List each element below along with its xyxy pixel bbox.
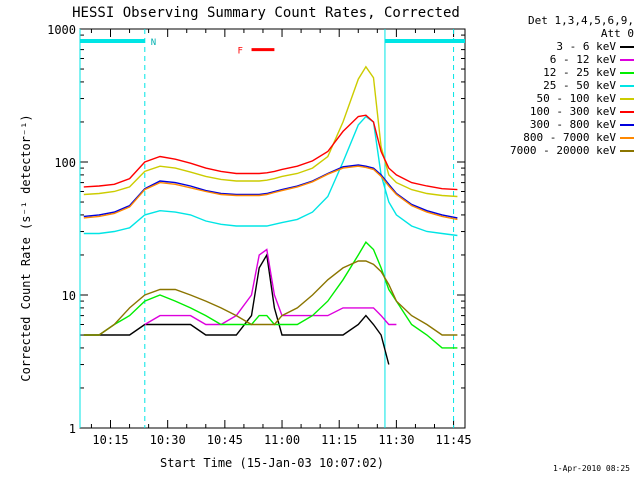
series-line-12-25-kev: [83, 240, 458, 349]
legend-label: 100 - 300 keV: [529, 105, 616, 118]
y-tick-label: 100: [54, 156, 76, 170]
legend-swatch: [620, 84, 634, 87]
night-label: N: [151, 38, 156, 48]
legend-label: 6 - 12 keV: [549, 53, 616, 66]
legend-rows: 3 - 6 keV 6 - 12 keV 12 - 25 keV 25 - 50 ke…: [474, 40, 634, 157]
timestamp: 1-Apr-2010 08:25: [552, 464, 630, 473]
legend-label: 12 - 25 keV: [543, 66, 616, 79]
x-axis-label: Start Time (15-Jan-03 10:07:02): [160, 456, 384, 470]
legend-entry: 300 - 800 keV: [474, 118, 634, 131]
legend-label: 7000 - 20000 keV: [510, 144, 616, 157]
series-line-25-50-kev: [83, 115, 458, 237]
plot-marks: NF: [79, 29, 465, 428]
legend-label: 50 - 100 keV: [536, 92, 616, 105]
y-axis-label: Corrected Count Rate (s⁻¹ detector⁻¹): [19, 114, 33, 381]
x-tick-label: 11:15: [321, 433, 357, 447]
legend-swatch: [620, 149, 634, 152]
plot-frame: [79, 28, 466, 429]
legend-label: 25 - 50 keV: [543, 79, 616, 92]
legend: Det 1,3,4,5,6,9, Att 0 3 - 6 keV 6 - 12 k…: [474, 14, 634, 157]
legend-swatch: [620, 110, 634, 113]
x-tick-label: 10:45: [207, 433, 243, 447]
legend-entry: 6 - 12 keV: [474, 53, 634, 66]
legend-entry: 800 - 7000 keV: [474, 131, 634, 144]
legend-entry: 12 - 25 keV: [474, 66, 634, 79]
series-line-6-12-kev: [144, 248, 397, 326]
legend-entry: 3 - 6 keV: [474, 40, 634, 53]
legend-swatch: [620, 45, 634, 48]
series-line-100-300-kev: [83, 114, 458, 191]
series-line-7000-20000-kev: [83, 260, 458, 336]
legend-label: 300 - 800 keV: [529, 118, 616, 131]
y-tick-label: 1: [69, 422, 76, 436]
legend-entry: 25 - 50 keV: [474, 79, 634, 92]
axes: 1 10 100 1000 10:15 10:30 10:45 11:00 11:15 11:30…: [47, 23, 472, 447]
series-line-800-7000-kev: [83, 165, 458, 221]
y-tick-label: 10: [62, 289, 76, 303]
x-tick-label: 11:00: [264, 433, 300, 447]
flare-label: F: [238, 47, 243, 57]
legend-entry: 7000 - 20000 keV: [474, 144, 634, 157]
y-tick-label: 1000: [47, 23, 76, 37]
legend-swatch: [620, 71, 634, 74]
legend-label: 800 - 7000 keV: [523, 131, 616, 144]
legend-swatch: [620, 123, 634, 126]
series-line-50-100-kev: [83, 65, 458, 198]
x-tick-label: 11:30: [378, 433, 414, 447]
x-tick-label: 11:45: [436, 433, 472, 447]
legend-entry: 50 - 100 keV: [474, 92, 634, 105]
legend-label: 3 - 6 keV: [556, 40, 616, 53]
legend-entry: 100 - 300 keV: [474, 105, 634, 118]
legend-header-1: Det 1,3,4,5,6,9,: [528, 14, 634, 27]
legend-swatch: [620, 97, 634, 100]
series-line-3-6-kev: [83, 252, 390, 365]
legend-swatch: [620, 136, 634, 139]
series-line-300-800-kev: [83, 164, 458, 219]
legend-swatch: [620, 58, 634, 61]
x-tick-label: 10:15: [92, 433, 128, 447]
legend-header-2: Att 0: [600, 27, 634, 40]
x-tick-label: 10:30: [150, 433, 186, 447]
chart-title: HESSI Observing Summary Count Rates, Cor…: [72, 5, 460, 21]
